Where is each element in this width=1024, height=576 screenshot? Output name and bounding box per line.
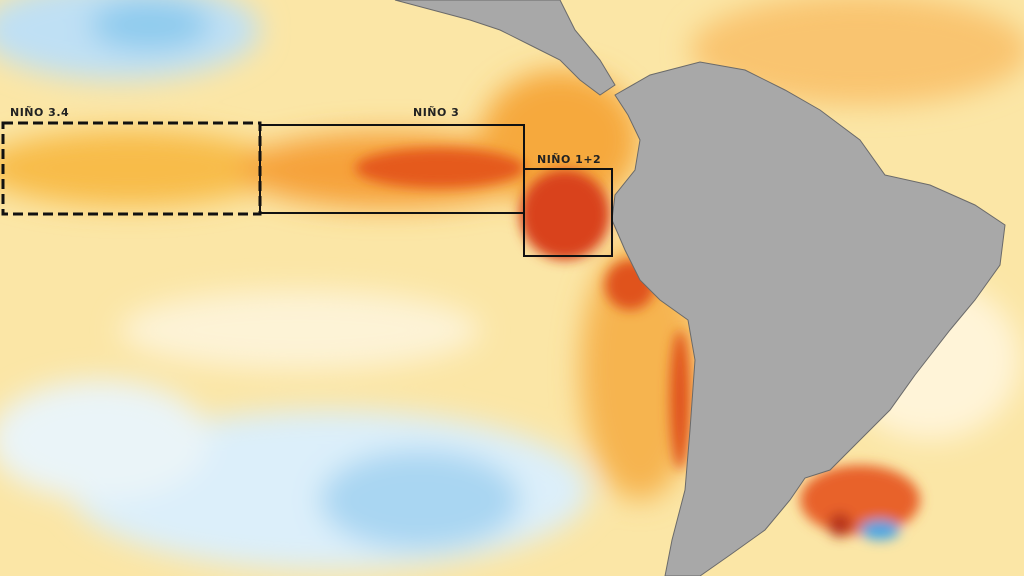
region-label: NIÑO 3.4 — [10, 106, 69, 119]
nino-regions — [1, 121, 613, 257]
land — [394, 0, 1006, 576]
south-america — [611, 61, 1006, 576]
region-label: NIÑO 3 — [413, 106, 459, 119]
region-label: NIÑO 1+2 — [537, 153, 601, 166]
central-america — [394, 0, 616, 96]
nino-12-box — [523, 168, 613, 257]
